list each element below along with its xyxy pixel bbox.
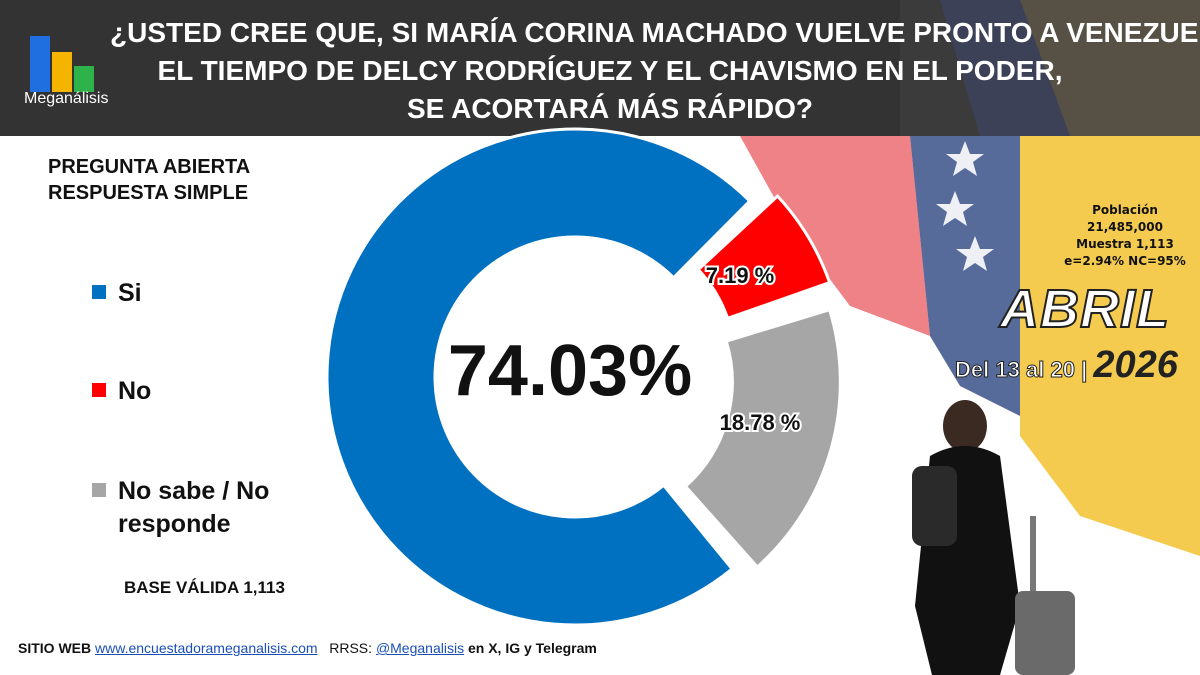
day-to: 20 [1050, 357, 1076, 383]
logo-bars-icon [22, 22, 112, 92]
donut-slice-2 [696, 193, 832, 321]
question-type: PREGUNTA ABIERTA RESPUESTA SIMPLE [48, 154, 250, 206]
title-line: ¿USTED CREE QUE, SI MARÍA CORINA MACHADO… [110, 17, 1200, 48]
site-link[interactable]: www.encuestadorameganalisis.com [95, 640, 318, 656]
site-label: SITIO WEB [18, 640, 92, 656]
question-type-line: PREGUNTA ABIERTA [48, 156, 251, 178]
survey-info-line: Muestra 1,113 [1076, 237, 1174, 251]
donut-slice-1 [325, 127, 752, 627]
rrss-label: RRSS: [329, 640, 373, 656]
legend-label: No sabe / No responde [118, 477, 270, 538]
legend-label: Si [118, 279, 142, 307]
survey-info: Población 21,485,000 Muestra 1,113 e=2.9… [1050, 202, 1200, 270]
day-from: 13 [995, 357, 1021, 383]
range-prefix: Del [954, 357, 990, 383]
page-title: ¿USTED CREE QUE, SI MARÍA CORINA MACHADO… [110, 14, 1200, 128]
legend-swatch-no [92, 383, 106, 397]
meganalisis-logo: Meganálisis [22, 22, 112, 112]
survey-info-line: 21,485,000 [1087, 220, 1163, 234]
range-mid: al [1025, 357, 1045, 383]
traveler-silhouette [912, 400, 1075, 675]
period-range: Del 13 al 20 | 2026 [954, 344, 1178, 387]
handle-link[interactable]: @Meganalisis [375, 640, 465, 656]
flag-decoration [740, 136, 1200, 675]
main-percentage-label: 74.03% [447, 331, 693, 411]
footer: SITIO WEB www.encuestadorameganalisis.co… [18, 640, 597, 656]
range-separator: | [1081, 357, 1088, 383]
legend-item-si: Si [92, 277, 142, 310]
logo-text: Meganálisis [24, 90, 109, 107]
title-line: SE ACORTARÁ MÁS RÁPIDO? [407, 93, 813, 124]
survey-info-line: Población [1092, 203, 1158, 217]
survey-info-line: e=2.94% NC=95% [1064, 254, 1186, 268]
legend-item-no-sabe: No sabe / No responde [92, 475, 312, 541]
networks-text: en X, IG y Telegram [467, 640, 597, 656]
donut-slice-3 [683, 307, 842, 570]
legend-item-no: No [92, 375, 151, 408]
slice-label-2: 7.19 % [706, 263, 775, 288]
period-month: ABRIL [999, 278, 1170, 340]
header-banner: Meganálisis ¿USTED CREE QUE, SI MARÍA CO… [0, 0, 1200, 136]
legend-swatch-no-sabe [92, 483, 106, 497]
legend-swatch-si [92, 285, 106, 299]
question-type-line: RESPUESTA SIMPLE [48, 182, 249, 204]
flag-backdrop [900, 0, 1200, 136]
period-year: 2026 [1093, 344, 1178, 386]
base-valida: BASE VÁLIDA 1,113 [124, 578, 285, 597]
slice-label-3: 18.78 % [720, 410, 801, 435]
legend-label: No [118, 377, 152, 405]
title-line: EL TIEMPO DE DELCY RODRÍGUEZ Y EL CHAVIS… [157, 55, 1063, 86]
